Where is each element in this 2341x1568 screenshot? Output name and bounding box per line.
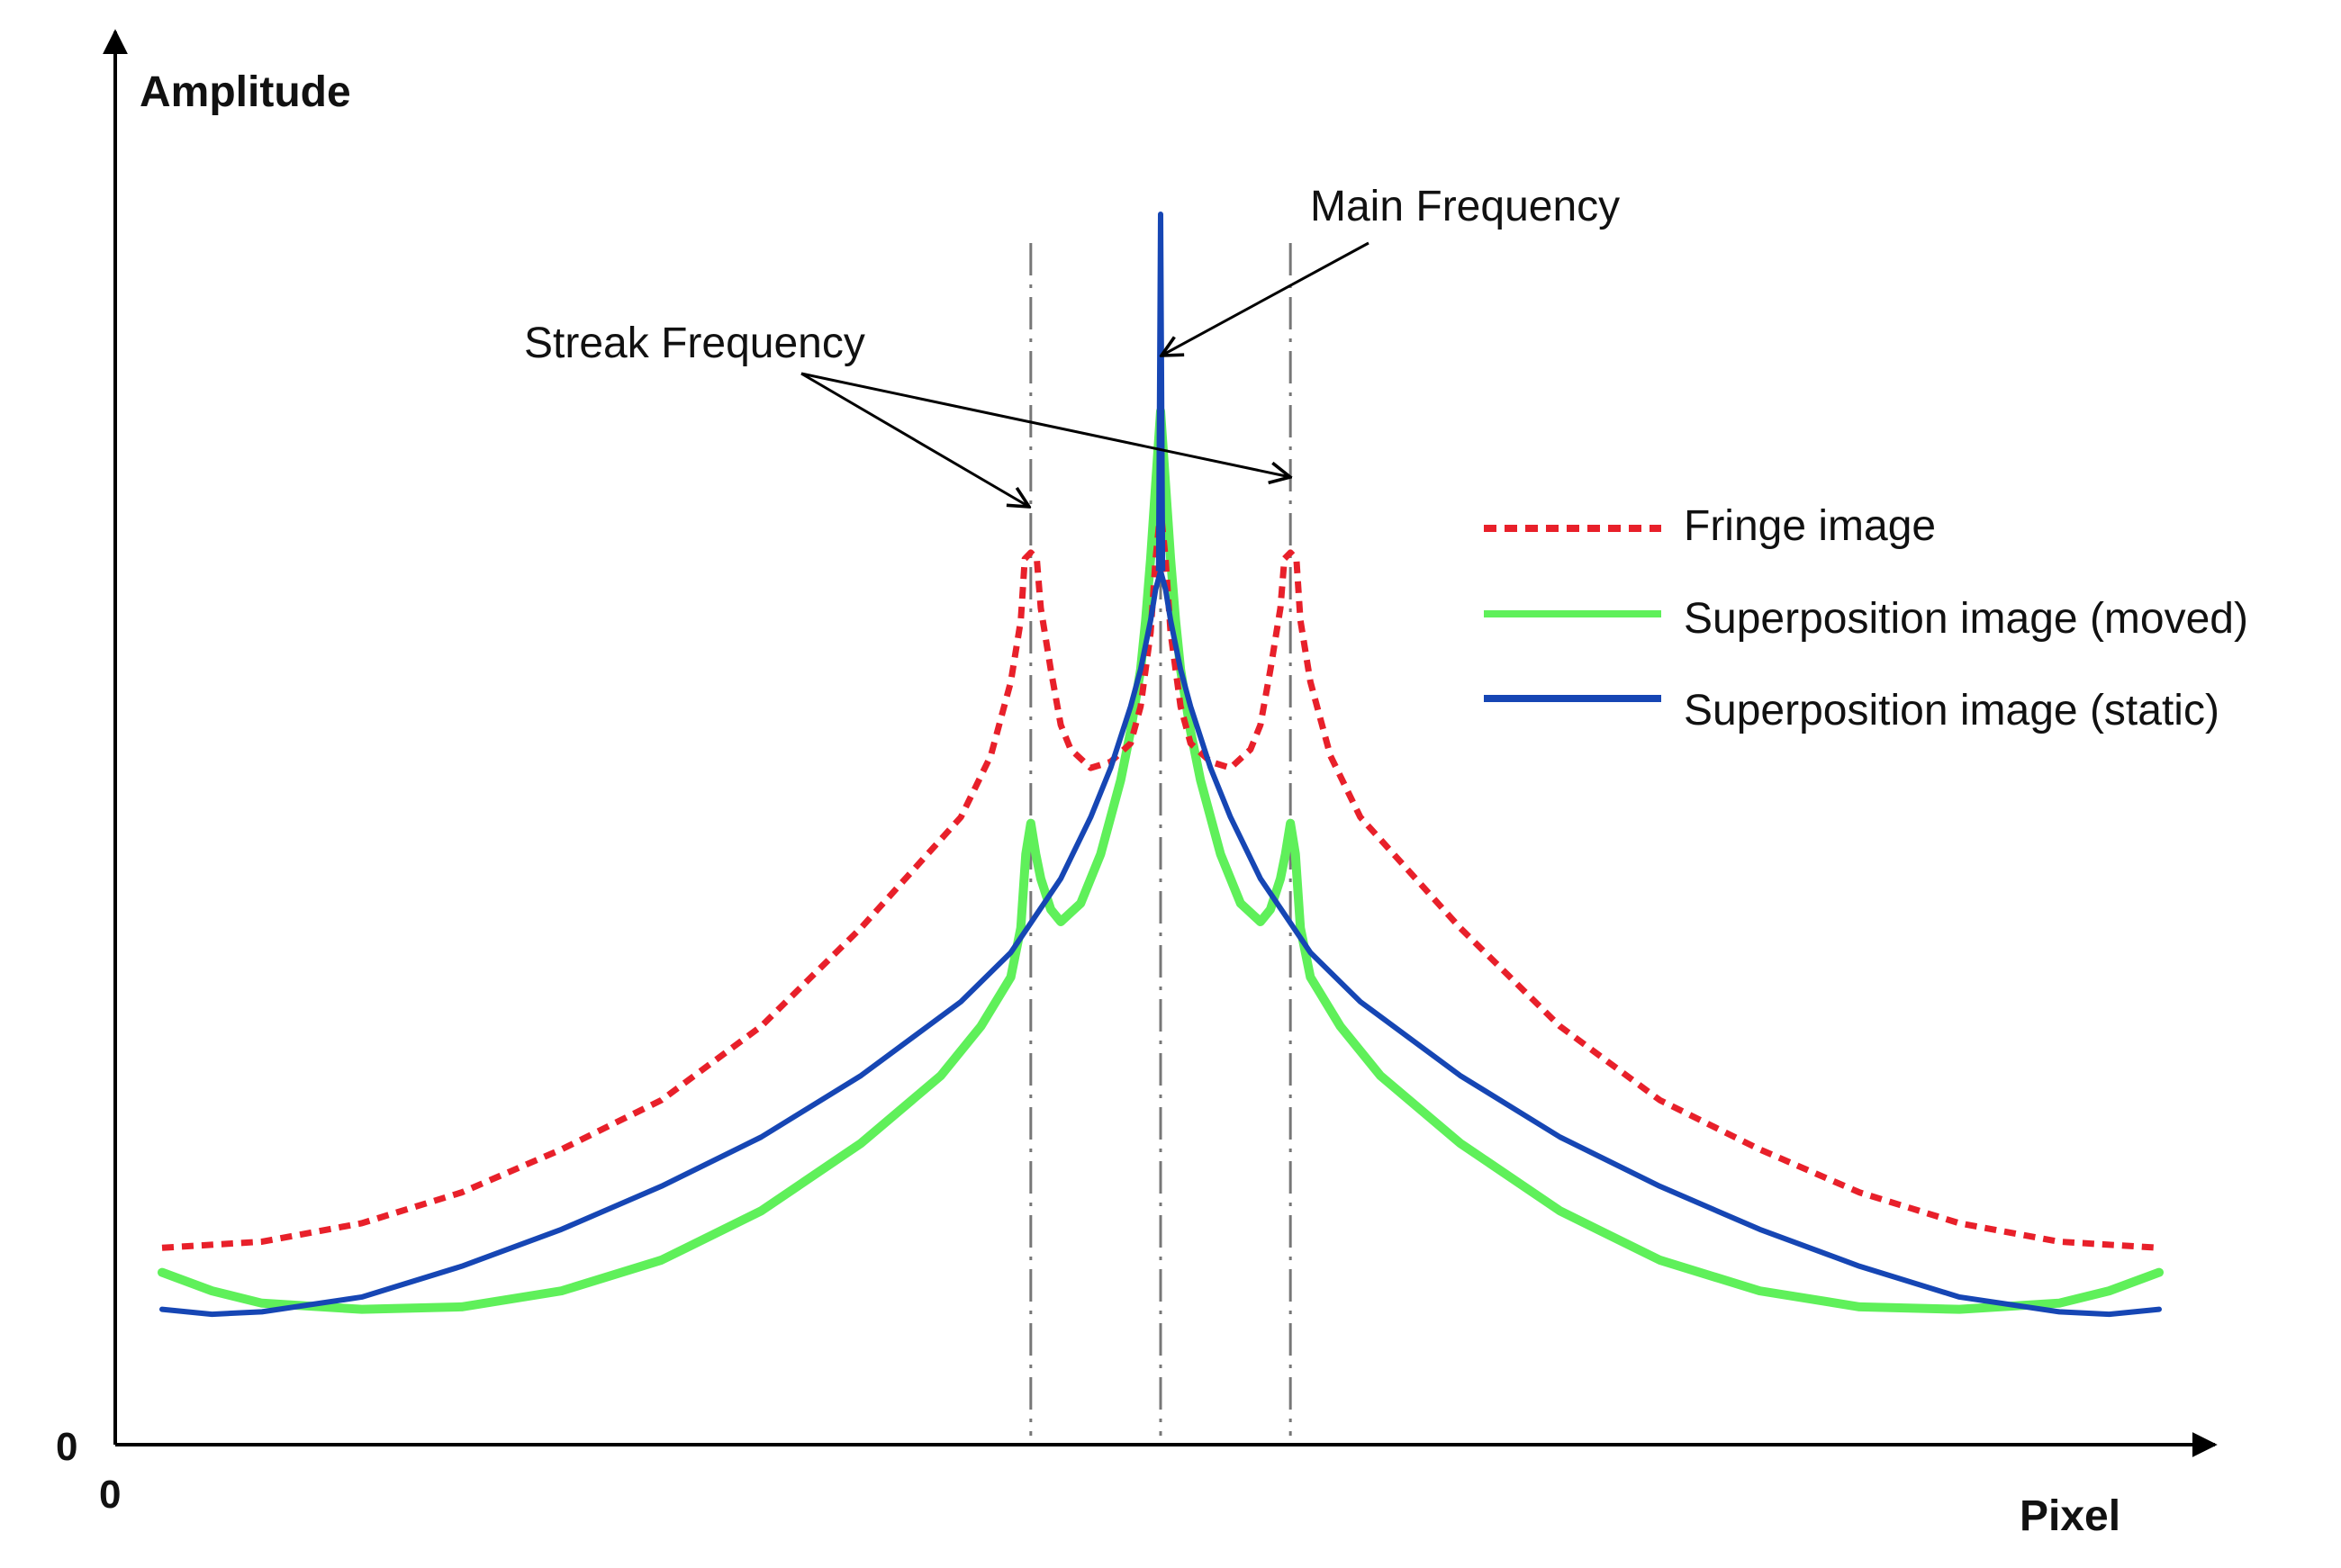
- series-group: [158, 212, 2164, 1318]
- streak-frequency-label: Streak Frequency: [524, 320, 865, 367]
- main-frequency-label: Main Frequency: [1310, 183, 1620, 230]
- legend-label-moved: Superposition image (moved): [1684, 595, 2248, 643]
- y-axis-label: Amplitude: [140, 68, 351, 116]
- legend-label-fringe: Fringe image: [1684, 502, 1936, 550]
- streak-frequency-arrow-left: [800, 372, 1029, 507]
- streak-frequency-arrow-right: [800, 372, 1290, 477]
- x-axis-label: Pixel: [2020, 1492, 2120, 1540]
- legend: Fringe image Superposition image (moved)…: [1484, 502, 2248, 734]
- x-origin-label: 0: [99, 1473, 121, 1517]
- series-spike-2: [1155, 212, 1166, 572]
- legend-label-static: Superposition image (static): [1684, 687, 2219, 734]
- main-frequency-arrow: [1161, 241, 1369, 356]
- y-origin-label: 0: [56, 1425, 77, 1469]
